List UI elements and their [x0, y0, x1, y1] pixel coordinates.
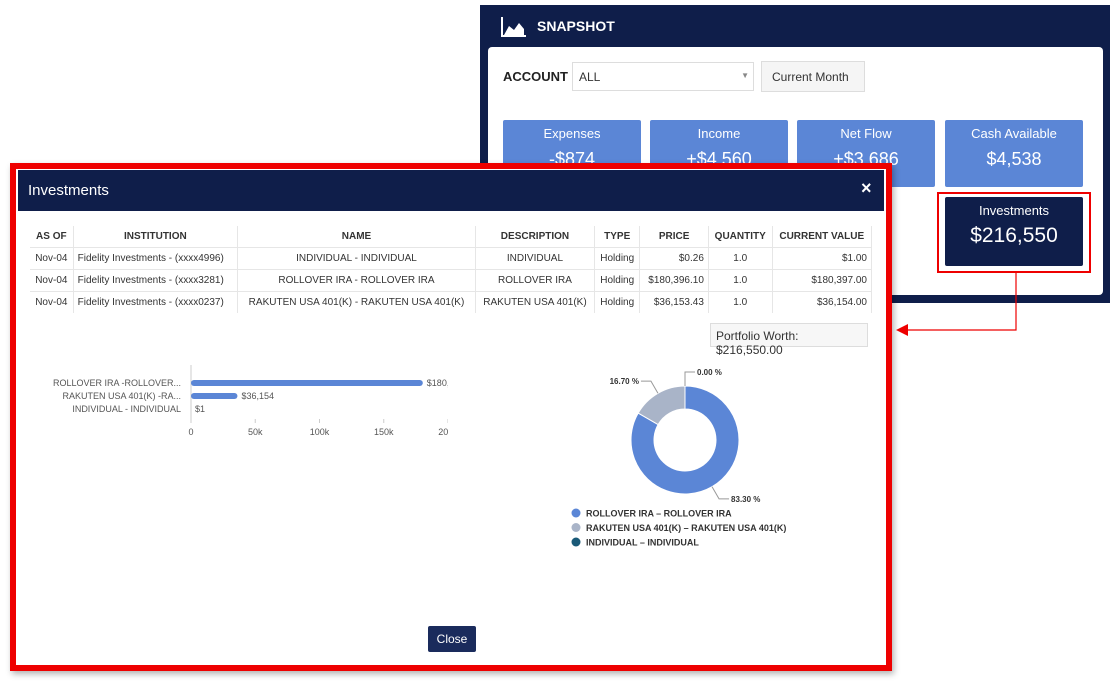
table-header: PRICE — [639, 226, 709, 248]
legend-marker — [571, 508, 581, 518]
snapshot-icon — [501, 17, 526, 37]
tile-label: Expenses — [543, 126, 601, 141]
slice-label: 83.30 % — [731, 495, 760, 504]
table-row: Nov-04 Fidelity Investments - (xxxx3281) R… — [30, 269, 873, 292]
table-header: DESCRIPTION — [475, 226, 595, 248]
close-button[interactable]: Close — [428, 626, 476, 652]
period-button[interactable]: Current Month — [761, 61, 865, 92]
tile-label: Income — [697, 126, 741, 141]
table-cell: ROLLOVER IRA - ROLLOVER IRA — [237, 269, 476, 292]
legend-label: RAKUTEN USA 401(K) – RAKUTEN USA 401(K) — [586, 523, 786, 533]
summary-tile[interactable]: Investments $216,550 — [945, 197, 1083, 266]
table-cell: $36,153.43 — [639, 291, 709, 313]
legend-label: INDIVIDUAL – INDIVIDUAL — [586, 538, 699, 548]
table-cell: $0.26 — [639, 247, 709, 270]
tile-label: Investments — [978, 203, 1050, 218]
table-cell: 1.0 — [708, 291, 773, 313]
table-header: NAME — [237, 226, 476, 248]
y-tick-label: ROLLOVER IRA -ROLLOVER... — [53, 378, 181, 388]
modal-header: Investments × — [18, 170, 884, 211]
leader-line — [684, 371, 695, 386]
table-cell: RAKUTEN USA 401(K) — [475, 291, 595, 313]
table-cell: $180,397.00 — [772, 269, 873, 292]
x-tick-label: 0 — [188, 427, 193, 435]
value-label: $1 — [195, 404, 205, 414]
bar — [191, 393, 238, 399]
table-cell: Nov-04 — [30, 247, 74, 270]
bar-chart: 0 50k 100k 150k 200k ROLLOVER IRA -ROLLOVER..… — [53, 365, 448, 435]
donut-slice — [630, 385, 740, 495]
leader-line — [640, 380, 659, 394]
value-label: $180,397 — [427, 378, 448, 388]
table-header: CURRENT VALUE — [772, 226, 873, 248]
table-cell: $36,154.00 — [772, 291, 873, 313]
investments-modal: Investments × AS OF INSTITUTION NAME DESCRI… — [10, 163, 892, 671]
table-cell: Nov-04 — [30, 291, 74, 313]
highlight-box — [937, 192, 1091, 273]
connector-arrow — [896, 272, 1017, 336]
y-tick-label: RAKUTEN USA 401(K) -RA... — [62, 391, 181, 401]
table-cell: 1.0 — [708, 269, 773, 292]
table-cell: 1.0 — [708, 247, 773, 270]
leader-line — [711, 486, 730, 500]
x-tick-label: 100k — [310, 427, 330, 435]
table-cell: Holding — [594, 269, 641, 292]
x-tick-label: 200k — [438, 427, 448, 435]
close-icon[interactable]: × — [861, 178, 872, 198]
tile-label: Cash Available — [971, 126, 1057, 141]
table-cell: $1.00 — [772, 247, 873, 270]
donut-chart: 83.30 % ROLLOVER IRA – ROLLOVER IRA 16.70 … — [571, 368, 786, 548]
account-value: ALL — [579, 70, 601, 84]
x-tick-label: 50k — [248, 427, 263, 435]
table-cell: Holding — [594, 247, 641, 270]
table-cell: ROLLOVER IRA — [475, 269, 595, 292]
table-row: Nov-04 Fidelity Investments - (xxxx0237) R… — [30, 291, 873, 313]
table-header: AS OF — [30, 226, 74, 248]
bar — [191, 380, 423, 386]
table-header: INSTITUTION — [73, 226, 239, 248]
slice-label: 16.70 % — [610, 377, 639, 386]
table-cell: Holding — [594, 291, 641, 313]
x-tick-label: 150k — [374, 427, 394, 435]
y-tick-label: INDIVIDUAL - INDIVIDUAL — [72, 404, 181, 414]
table-cell: Fidelity Investments - (xxxx0237) — [73, 291, 239, 313]
modal-title: Investments — [28, 182, 109, 199]
account-label: ACCOUNT — [503, 69, 568, 84]
summary-tile[interactable]: Cash Available $4,538 — [945, 120, 1083, 187]
tile-label: Net Flow — [840, 126, 892, 141]
table-cell: Fidelity Investments - (xxxx4996) — [73, 247, 239, 270]
table-cell: INDIVIDUAL — [475, 247, 595, 270]
table-header: QUANTITY — [708, 226, 773, 248]
account-select[interactable]: ALL ▼ — [572, 62, 754, 91]
table-header: TYPE — [594, 226, 641, 248]
tile-value: $216,550 — [970, 224, 1058, 247]
table-cell: INDIVIDUAL - INDIVIDUAL — [237, 247, 476, 270]
snapshot-title: SNAPSHOT — [537, 18, 615, 34]
legend-marker — [571, 523, 581, 532]
slice-label: 0.00 % — [697, 368, 722, 377]
value-label: $36,154 — [241, 391, 274, 401]
portfolio-worth: Portfolio Worth: $216,550.00 — [710, 323, 868, 357]
investments-table: AS OF INSTITUTION NAME DESCRIPTION TYPE PRICE… — [30, 226, 873, 313]
table-cell: $180,396.10 — [639, 269, 709, 292]
table-cell: RAKUTEN USA 401(K) - RAKUTEN USA 401(K) — [237, 291, 476, 313]
table-cell: Fidelity Investments - (xxxx3281) — [73, 269, 239, 292]
legend-marker — [571, 537, 581, 547]
table-cell: Nov-04 — [30, 269, 74, 292]
table-row: Nov-04 Fidelity Investments - (xxxx4996) I… — [30, 247, 873, 270]
legend-label: ROLLOVER IRA – ROLLOVER IRA — [586, 509, 732, 519]
tile-value: $4,538 — [986, 149, 1042, 169]
